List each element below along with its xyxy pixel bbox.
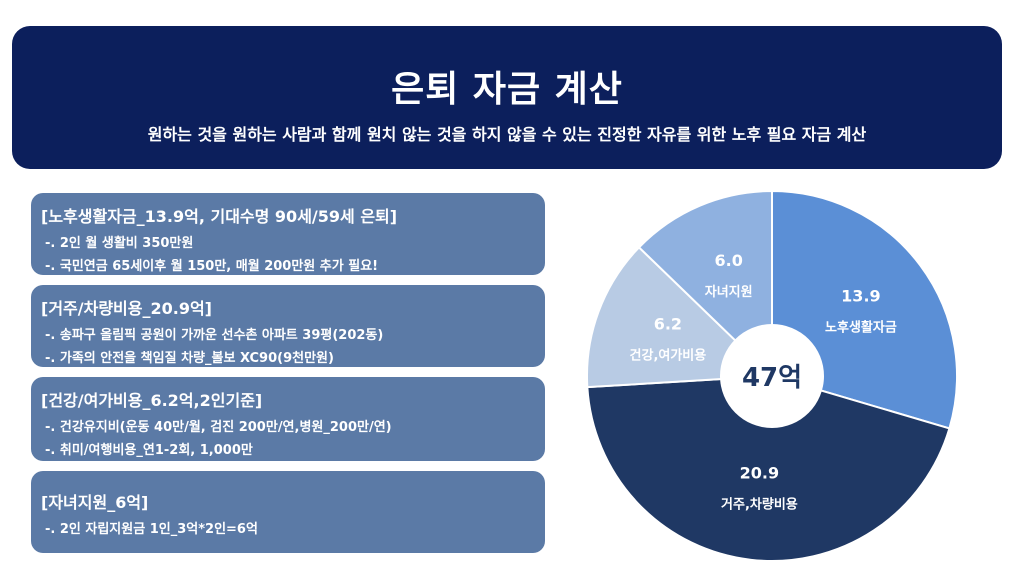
card-title: [자녀지원_6억] — [41, 493, 149, 512]
slice-category-label: 자녀지원 — [705, 284, 753, 300]
slice-value-label: 13.9 — [841, 287, 880, 306]
page-title: 은퇴 자금 계산 — [391, 69, 623, 110]
card-retirement-living: [노후생활자금_13.9억, 기대수명 90세/59세 은퇴] -. 2인 월 … — [31, 193, 545, 275]
page-subtitle: 원하는 것을 원하는 사람과 함께 원치 않는 것을 하지 않을 수 있는 진정… — [147, 125, 867, 144]
slice-value-label: 6.0 — [714, 251, 742, 270]
card-line: -. 2인 자립지원금 1인_3억*2인=6억 — [45, 522, 258, 537]
pie-slice — [586, 245, 775, 389]
card-line: -. 건강유지비(운동 40만/월, 검진 200만/연,병원_200만/연) — [45, 420, 392, 435]
pie-center-hole — [720, 324, 824, 428]
slice-value-label: 6.2 — [654, 314, 682, 333]
header-banner: 은퇴 자금 계산 원하는 것을 원하는 사람과 함께 원치 않는 것을 하지 않… — [12, 26, 1002, 169]
card-housing-vehicle: [거주/차량비용_20.9억] -. 송파구 올림픽 공원이 가까운 선수촌 아… — [31, 285, 545, 367]
slice-category-label: 거주,차량비용 — [721, 496, 798, 512]
slice-category-label: 노후생활자금 — [825, 320, 897, 336]
card-title: [건강/여가비용_6.2억,2인기준] — [41, 391, 263, 410]
card-health-leisure: [건강/여가비용_6.2억,2인기준] -. 건강유지비(운동 40만/월, 검… — [31, 377, 545, 461]
card-line: -. 송파구 올림픽 공원이 가까운 선수촌 아파트 39평(202동) — [45, 328, 384, 343]
slice-category-label: 건강,여가비용 — [630, 347, 707, 363]
pie-center-total-label: 47억 — [742, 363, 802, 393]
card-line: -. 취미/여행비용_연1-2회, 1,000만 — [45, 443, 253, 458]
pie-slice — [586, 374, 951, 562]
card-line: -. 국민연금 65세이후 월 150만, 매월 200만원 추가 필요! — [45, 259, 379, 274]
card-line: -. 가족의 안전을 책임질 차량_볼보 XC90(9천만원) — [45, 351, 334, 366]
slice-value-label: 20.9 — [740, 463, 779, 482]
pie-chart: 13.9 노후생활자금 20.9 거주,차량비용 6.2 건강,여가비용 6.0 자녀지원 47… — [582, 186, 962, 566]
card-title: [거주/차량비용_20.9억] — [41, 299, 212, 318]
pie-slice — [637, 189, 773, 379]
pie-chart-svg: 13.9 노후생활자금 20.9 거주,차량비용 6.2 건강,여가비용 6.0 자녀지원 47… — [586, 189, 958, 562]
card-title: [노후생활자금_13.9억, 기대수명 90세/59세 은퇴] — [41, 207, 398, 226]
card-line: -. 2인 월 생활비 350만원 — [45, 236, 194, 251]
card-child-support: [자녀지원_6억] -. 2인 자립지원금 1인_3억*2인=6억 — [31, 471, 545, 553]
